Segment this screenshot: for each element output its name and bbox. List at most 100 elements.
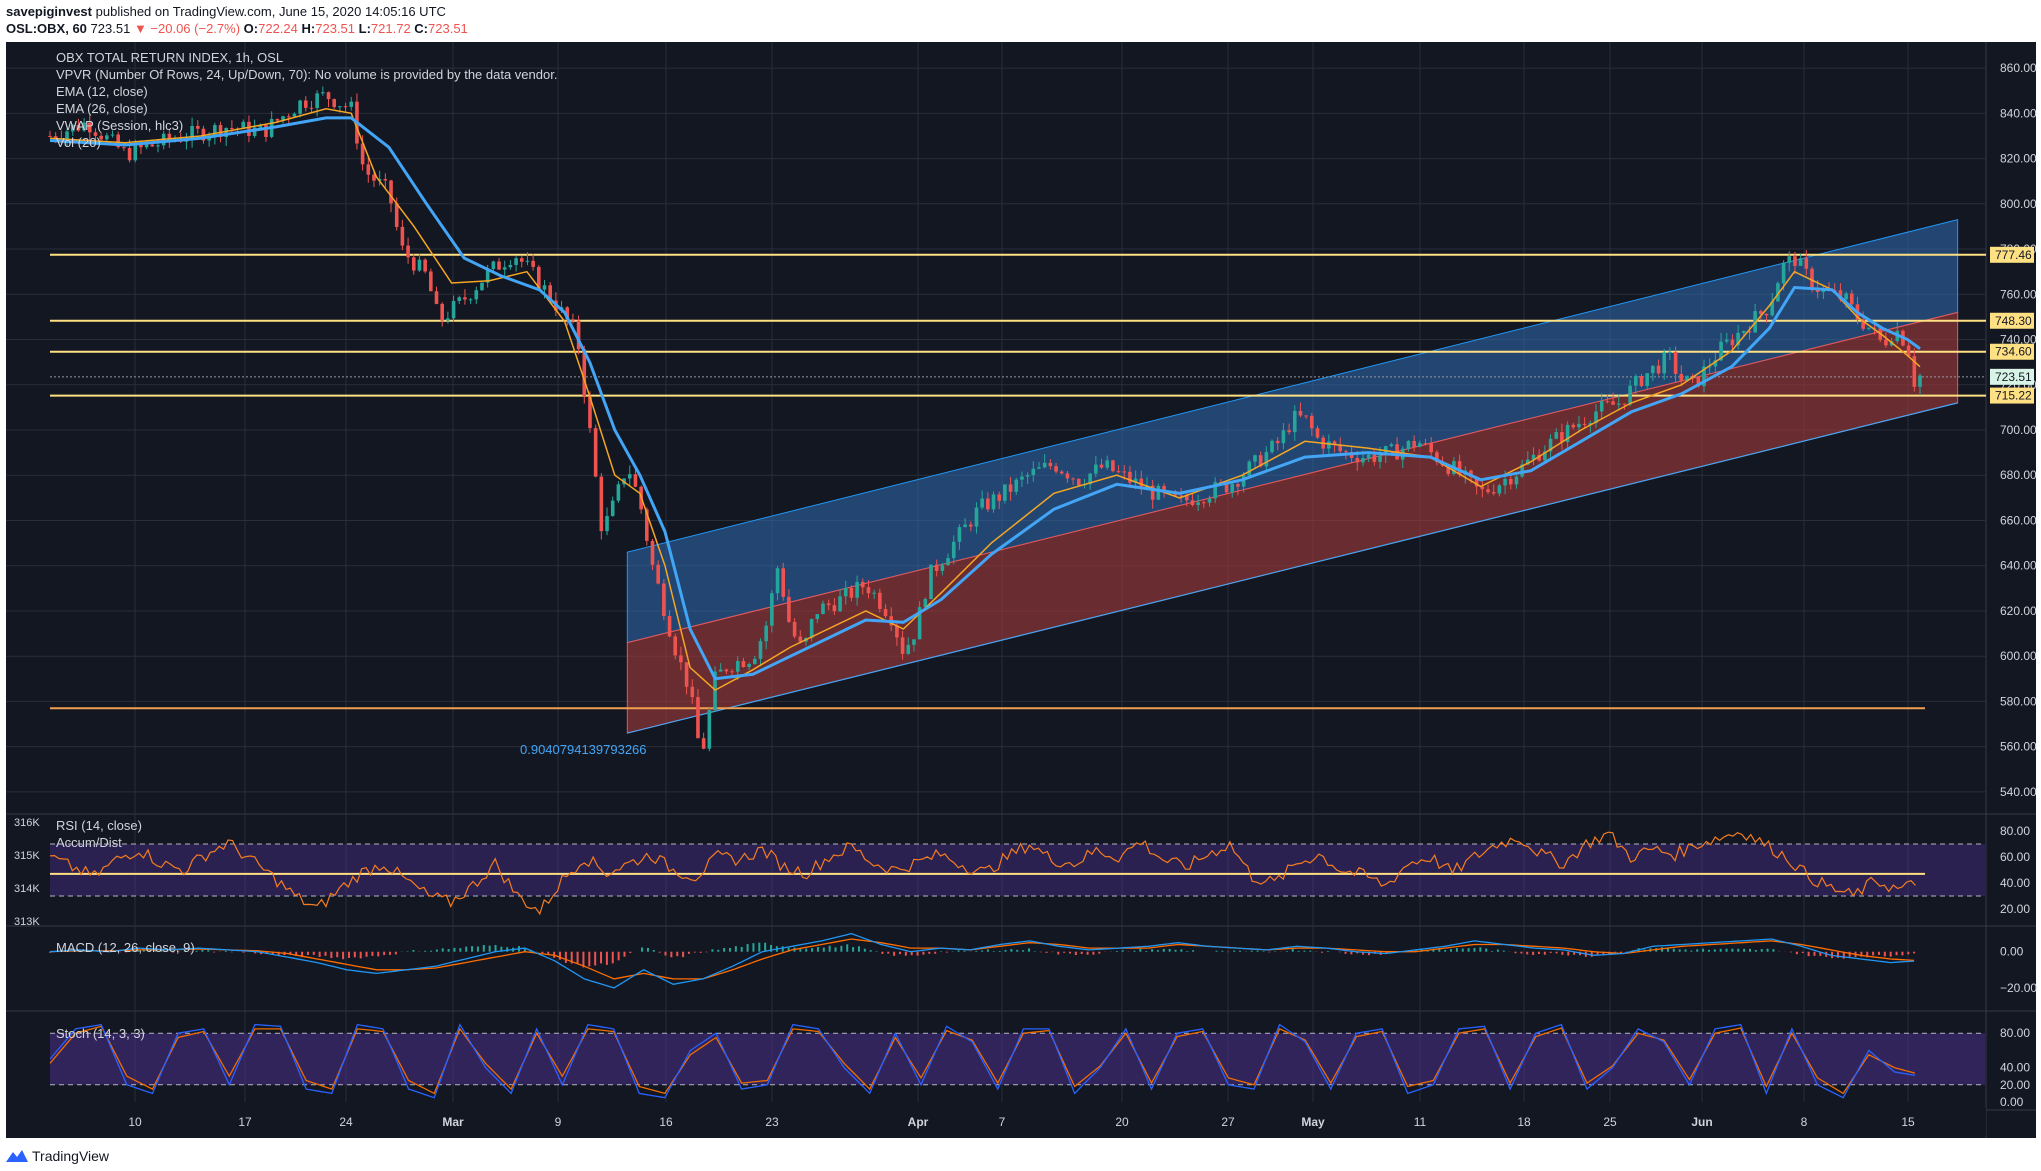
candle-body	[826, 603, 831, 606]
candle-body	[93, 132, 98, 136]
candle-body	[1741, 331, 1746, 333]
candle-body	[264, 125, 268, 137]
rsi-title: RSI (14, close)	[56, 818, 142, 833]
candle-body	[1037, 467, 1041, 469]
accum-dist-tick-label: 315K	[14, 850, 40, 862]
candle-body	[855, 581, 859, 598]
candle-body	[1560, 432, 1564, 443]
candle-body	[650, 540, 655, 565]
time-tick-label: 11	[1414, 1115, 1427, 1129]
candle-body	[1616, 403, 1621, 405]
candle-body	[923, 599, 928, 608]
legend-vol: Vol (20)	[56, 135, 101, 150]
candle-body	[1327, 441, 1331, 449]
candle-body	[951, 541, 956, 558]
candle-body	[332, 99, 336, 108]
candle-body	[1412, 440, 1416, 447]
candle-body	[1508, 478, 1513, 485]
chart-canvas[interactable]: 860.00840.00820.00800.00780.00760.00740.…	[0, 40, 2041, 1142]
candle-body	[968, 524, 973, 527]
candle-body	[673, 636, 678, 656]
candle-body	[82, 122, 86, 131]
candle-body	[1707, 366, 1712, 368]
candle-body	[1622, 403, 1627, 405]
candle-body	[1651, 365, 1655, 374]
candle-body	[605, 515, 609, 532]
stoch-tick-label: 80.00	[2000, 1026, 2030, 1040]
candle-body	[1656, 365, 1661, 374]
author-name[interactable]: savepiginvest	[6, 4, 92, 19]
candle-body	[1264, 452, 1269, 467]
time-tick-label: 10	[128, 1115, 142, 1129]
candle-body	[792, 621, 797, 637]
candle-body	[730, 671, 734, 673]
candle-body	[1844, 293, 1848, 300]
candle-body	[1724, 339, 1729, 342]
candle-body	[582, 349, 587, 397]
candle-body	[1577, 423, 1581, 428]
macd-line	[49, 932, 1915, 989]
candle-body	[48, 135, 52, 137]
candle-body	[394, 203, 399, 227]
candle-body	[502, 267, 507, 270]
price-tag-box	[1990, 387, 2034, 404]
candle-body	[1418, 443, 1422, 447]
candle-body	[457, 297, 462, 301]
candle-body	[878, 592, 882, 609]
stoch-title: Stoch (14, 3, 3)	[56, 1026, 145, 1041]
candle-body	[1292, 410, 1297, 433]
candle-body	[326, 92, 331, 100]
candle-body	[1776, 283, 1780, 302]
candle-body	[110, 134, 115, 136]
candle-body	[1287, 430, 1291, 433]
candle-body	[224, 128, 229, 137]
candle-body	[1531, 454, 1536, 460]
candle-body	[1378, 455, 1382, 462]
candle-body	[917, 607, 922, 640]
time-tick-label: 15	[1901, 1115, 1915, 1129]
candle-body	[230, 128, 234, 130]
candle-body	[281, 116, 285, 121]
candle-body	[1571, 424, 1576, 428]
candle-body	[491, 261, 496, 270]
candle-body	[1764, 313, 1769, 316]
candle-body	[860, 581, 865, 588]
candle-body	[843, 588, 848, 597]
candle-body	[588, 396, 592, 429]
time-tick-label: 9	[555, 1115, 562, 1129]
candle-body	[1372, 454, 1377, 462]
candle-body	[787, 596, 791, 622]
candle-body	[1048, 462, 1053, 467]
candle-body	[315, 93, 319, 109]
stoch-d-line	[49, 1025, 1916, 1095]
candle-body	[1810, 268, 1814, 289]
candle-body	[1105, 460, 1110, 468]
candle-body	[286, 116, 291, 118]
candle-body	[1679, 373, 1684, 382]
price-tag-label: 723.51	[1995, 370, 2032, 384]
candle-body	[99, 135, 103, 140]
candle-body	[1088, 473, 1092, 485]
time-tick-label: Jun	[1691, 1115, 1712, 1129]
ema-12-line	[49, 108, 1921, 692]
candle-body	[1003, 484, 1007, 501]
candle-body	[349, 101, 354, 107]
candle-body	[343, 106, 348, 108]
candle-body	[610, 500, 615, 516]
candle-body	[1491, 492, 1496, 494]
time-tick-label: Apr	[908, 1115, 929, 1129]
candle-body	[645, 509, 649, 541]
candle-body	[1906, 345, 1911, 357]
footer-brand[interactable]: TradingView	[6, 1148, 109, 1164]
candle-body	[747, 663, 751, 668]
candle-body	[434, 291, 439, 304]
candle-body	[1537, 454, 1541, 461]
candle-body	[1179, 495, 1183, 497]
candle-body	[1645, 373, 1649, 387]
price-tag-box	[1990, 368, 2034, 385]
macd-signal-line	[49, 938, 1915, 980]
candle-body	[150, 144, 155, 147]
candle-body	[241, 121, 246, 129]
candle-body	[696, 697, 700, 739]
candle-body	[1554, 432, 1559, 439]
